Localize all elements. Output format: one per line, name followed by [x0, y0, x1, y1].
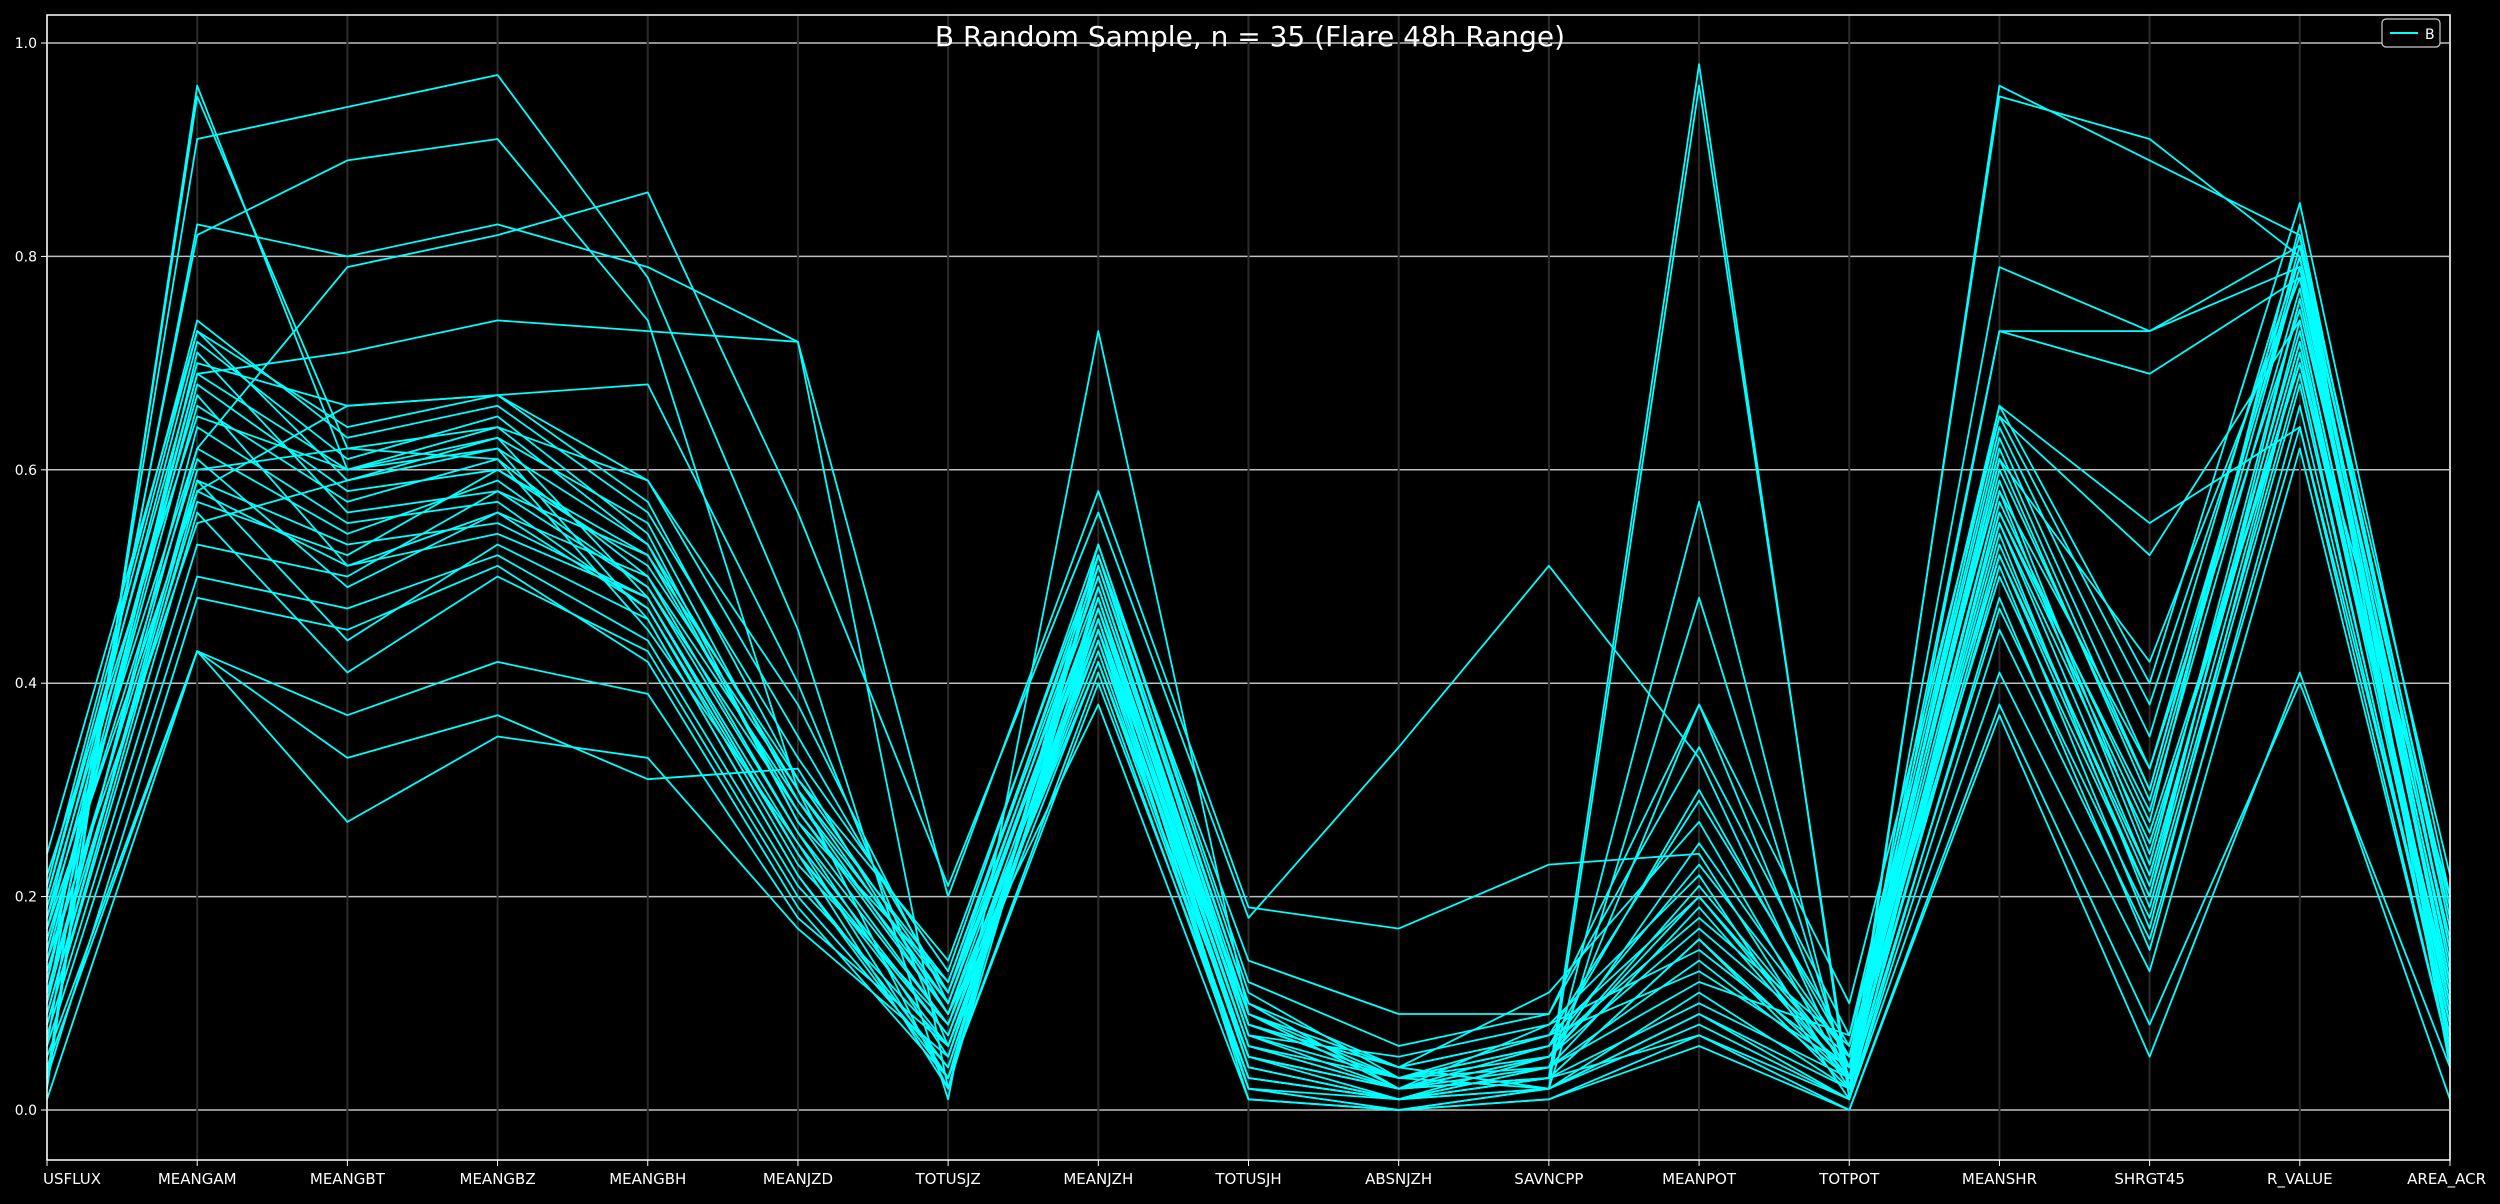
series-line [46, 298, 2451, 1090]
y-tick-label: 0.4 [15, 676, 37, 692]
series-line [46, 191, 2451, 1079]
x-tick-label: MEANJZD [763, 1170, 833, 1188]
x-tick-label: AREA_ACR [2407, 1170, 2486, 1189]
chart-title: B Random Sample, n = 35 (Flare 48h Range… [935, 20, 1565, 53]
series-line [46, 255, 2451, 1069]
series-line [46, 223, 2451, 1090]
x-tick-label: ABSNJZH [1365, 1170, 1432, 1188]
x-tick-label: MEANGBZ [460, 1170, 536, 1188]
series-line [46, 351, 2451, 1090]
series-lines [46, 63, 2451, 1111]
series-line [46, 383, 2451, 1101]
x-tick-label: SAVNCPP [1514, 1170, 1583, 1188]
series-line [46, 234, 2451, 1079]
x-tick-label: MEANSHR [1962, 1170, 2037, 1188]
series-line [46, 340, 2451, 1101]
series-line [46, 202, 2451, 1047]
y-tick-labels: 0.0 0.2 0.4 0.6 0.8 1.0 [15, 36, 47, 1119]
x-tick-label: USFLUX [43, 1170, 101, 1188]
x-tick-label: R_VALUE [2267, 1170, 2333, 1189]
x-tick-label: MEANPOT [1662, 1170, 1737, 1188]
x-tick-labels: USFLUX MEANGAM MEANGBT MEANGBZ MEANGBH MEANJZ… [43, 1160, 2486, 1189]
x-tick-label: TOTUSJH [1214, 1170, 1281, 1188]
series-line [46, 266, 2451, 1079]
y-tick-label: 0.6 [15, 463, 37, 479]
series-line [46, 308, 2451, 1079]
y-tick-label: 1.0 [15, 36, 37, 52]
y-tick-label: 0.8 [15, 249, 37, 265]
x-tick-label: MEANGAM [158, 1170, 237, 1188]
x-tick-label: TOTUSJZ [914, 1170, 980, 1188]
legend-label: B [2425, 27, 2435, 43]
y-tick-label: 0.0 [15, 1103, 37, 1119]
x-tick-label: MEANGBT [310, 1170, 386, 1188]
series-line [46, 628, 2451, 1111]
legend: B [2381, 18, 2441, 48]
x-tick-label: MEANGBH [609, 1170, 686, 1188]
x-tick-label: SHRGT45 [2114, 1170, 2185, 1188]
series-line [46, 426, 2451, 1111]
x-tick-label: TOTPOT [1818, 1170, 1880, 1188]
x-tick-label: MEANJZH [1063, 1170, 1133, 1188]
y-tick-label: 0.2 [15, 890, 37, 906]
series-line [46, 319, 2451, 1090]
